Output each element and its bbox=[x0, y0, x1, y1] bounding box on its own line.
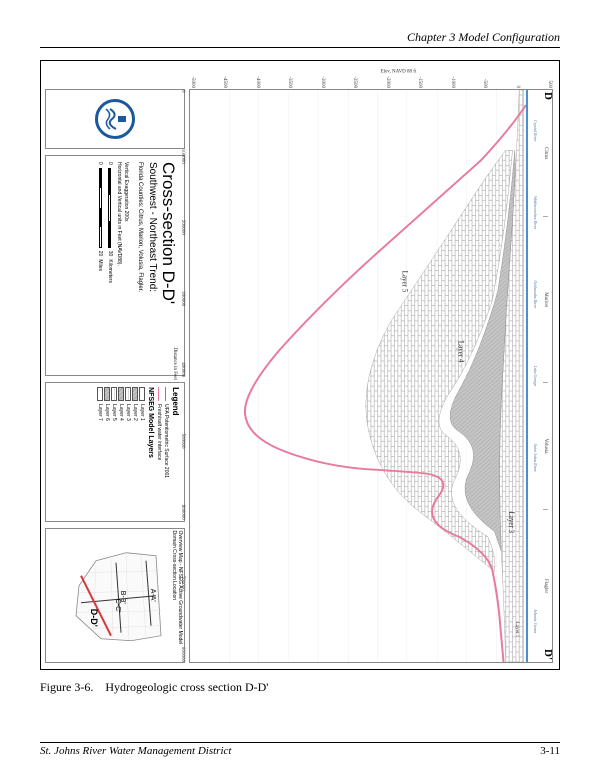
legend-title: Legend bbox=[171, 387, 180, 516]
layer-swatch-icon bbox=[97, 387, 103, 401]
legend-layer-item: Layer 2 bbox=[132, 387, 138, 516]
line-swatch-icon bbox=[159, 387, 160, 401]
legend-layer-item: Layer 7 bbox=[97, 387, 103, 516]
x-axis-label: Distance in Feet bbox=[172, 347, 177, 380]
legend-layer-item: Layer 4 bbox=[118, 387, 124, 516]
figure-caption: Figure 3-6. Hydrogeologic cross section … bbox=[40, 680, 560, 695]
legend-layer-item: Layer 3 bbox=[125, 387, 131, 516]
overview-map-svg: A-A' B-B' C-C' D-D' bbox=[71, 531, 171, 660]
figure-container: D D' Elev, NAVD 88 ft 500 0 -500 -1000 -… bbox=[40, 60, 560, 670]
layer-swatch-icon bbox=[125, 387, 131, 401]
layer-swatch-icon bbox=[139, 387, 145, 401]
overview-map: Overview Map - NFSEG Active Groundwater … bbox=[45, 528, 185, 663]
page-header: Chapter 3 Model Configuration bbox=[40, 30, 560, 48]
legend-layer-item: Layer 1 bbox=[139, 387, 145, 516]
layer1-label: Layer 1 bbox=[514, 622, 520, 638]
layer-swatch-icon bbox=[111, 387, 117, 401]
legend-line-salt: Fresh/salt water interface bbox=[156, 387, 162, 516]
scalebar-mi: 0 20 Miles bbox=[97, 162, 104, 369]
title-panel: Cross-section D-D' Southwest - Northeast… bbox=[45, 155, 185, 376]
logo-icon bbox=[95, 99, 135, 139]
footer-org: St. Johns River Water Management Distric… bbox=[40, 745, 231, 757]
figure-title: Cross-section D-D' bbox=[158, 162, 178, 369]
svg-text:D-D': D-D' bbox=[89, 608, 99, 626]
rotated-figure: D D' Elev, NAVD 88 ft 500 0 -500 -1000 -… bbox=[41, 61, 560, 670]
page-footer: St. Johns River Water Management Distric… bbox=[40, 742, 560, 757]
layer-swatch-icon bbox=[118, 387, 124, 401]
map-title: Overview Map - NFSEG Active Groundwater … bbox=[171, 531, 182, 660]
layer-swatch-icon bbox=[132, 387, 138, 401]
line-swatch-icon bbox=[166, 387, 167, 401]
y-axis-ticks: 500 0 -500 -1000 -1500 -2000 -2500 -3000… bbox=[190, 66, 552, 88]
layer4-label: Layer 4 bbox=[456, 341, 465, 363]
scale-info: Vertical Exaggeration 200x Horizontal an… bbox=[97, 162, 129, 369]
legend-line-ufa: UFA Potentiometric Surface 2001 bbox=[163, 387, 169, 516]
legend-layer-item: Layer 5 bbox=[111, 387, 117, 516]
counties-list: Florida Counties: Citrus, Marion, Volusi… bbox=[137, 162, 143, 369]
river-labels: Crystal River Withlacoochee River Ocklaw… bbox=[533, 90, 538, 662]
legend-layer-item: Layer 6 bbox=[104, 387, 110, 516]
county-labels: Citrus Marion Volusia Flagler bbox=[543, 90, 548, 662]
svg-text:C-C': C-C' bbox=[114, 598, 121, 612]
layer3-label: Layer 3 bbox=[507, 511, 516, 533]
potentiometric-surface bbox=[526, 90, 528, 662]
layer5-label: Layer 5 bbox=[400, 271, 409, 293]
agency-logo bbox=[45, 89, 185, 149]
svg-text:A-A': A-A' bbox=[149, 588, 156, 601]
page-number: 3-11 bbox=[540, 745, 560, 757]
cross-section-chart: D D' Elev, NAVD 88 ft 500 0 -500 -1000 -… bbox=[189, 89, 553, 663]
figure-subtitle: Southwest - Northeast Trend: bbox=[147, 162, 158, 369]
legend-panel: Legend UFA Potentiometric Surface 2001 F… bbox=[45, 382, 185, 521]
geologic-layers: Layer 3 Layer 4 Layer 5 Layer 1 bbox=[200, 90, 526, 662]
scalebar-km: 0 30 Kilometers bbox=[107, 162, 114, 369]
layer-swatch-icon bbox=[104, 387, 110, 401]
info-panel: Cross-section D-D' Southwest - Northeast… bbox=[45, 89, 185, 663]
legend-group-title: NFSEG Model Layers bbox=[147, 387, 154, 516]
layers-svg: Layer 3 Layer 4 Layer 5 Layer 1 bbox=[200, 90, 526, 662]
